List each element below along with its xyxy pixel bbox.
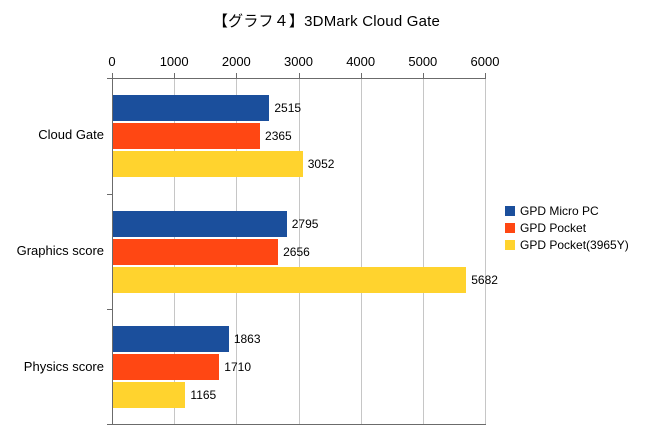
x-tick-mark [422,73,424,78]
legend-item-gpd-micro-pc: GPD Micro PC [505,202,629,219]
gridline [422,78,424,425]
bar-value-label: 2515 [274,100,302,115]
gridline [298,78,300,425]
bar-value-label: 3052 [307,156,335,171]
bar-gpd-micro-pc [113,326,229,353]
legend-label: GPD Pocket [520,220,587,235]
x-tick-label: 1000 [159,54,189,69]
legend-swatch-icon [505,205,515,216]
bar-gpd-micro-pc [113,210,287,237]
x-tick-mark [485,73,486,78]
bar-value-label: 1165 [190,388,217,403]
x-tick-mark [236,73,238,78]
x-tick-mark [112,73,113,78]
bar-gpd-pocket-3965y- [113,382,186,409]
y-tick-mark [107,309,112,311]
legend-label: GPD Micro PC [520,203,599,218]
y-tick-mark [107,424,112,425]
legend-swatch-icon [505,222,515,233]
x-axis-line [112,78,486,79]
x-tick-label: 3000 [284,54,313,69]
bar-value-label: 1863 [233,332,261,347]
bar-value-label: 1710 [224,360,251,375]
bar-value-label: 2365 [265,128,292,143]
bar-gpd-pocket-3965y- [113,266,467,293]
x-tick-label: 2000 [221,54,251,69]
x-tick-label: 5000 [408,54,438,69]
y-tick-mark [107,193,112,195]
bar-value-label: 2795 [291,216,319,231]
x-tick-mark [174,73,176,78]
y-tick-mark [107,78,112,79]
x-tick-label: 4000 [346,54,376,69]
bar-gpd-pocket [113,122,261,149]
y-axis-line [112,78,113,425]
gridline [485,78,486,425]
bar-gpd-pocket-3965y- [113,150,303,177]
bar-value-label: 2656 [283,244,310,259]
legend-item-gpd-pocket: GPD Pocket [505,219,629,236]
plot-bottom-border [112,424,486,425]
bar-gpd-pocket [113,354,220,381]
category-label-graphics-score: Graphics score [16,243,104,258]
gridline [360,78,362,425]
category-label-physics-score: Physics score [23,359,104,374]
category-label-cloud-gate: Cloud Gate [38,127,104,142]
legend-label: GPD Pocket(3965Y) [520,237,629,252]
x-tick-mark [360,73,362,78]
x-tick-label: 6000 [470,54,500,69]
x-tick-mark [298,73,300,78]
legend: GPD Micro PC GPD Pocket GPD Pocket(3965Y… [505,202,629,253]
bar-gpd-micro-pc [113,94,270,121]
bar-value-label: 5682 [471,272,498,287]
legend-swatch-icon [505,239,515,250]
x-tick-label: 0 [108,54,116,69]
bar-gpd-pocket [113,238,279,265]
legend-item-gpd-pocket-3965y: GPD Pocket(3965Y) [505,236,629,253]
chart-title: 【グラフ４】3DMark Cloud Gate [212,13,441,30]
